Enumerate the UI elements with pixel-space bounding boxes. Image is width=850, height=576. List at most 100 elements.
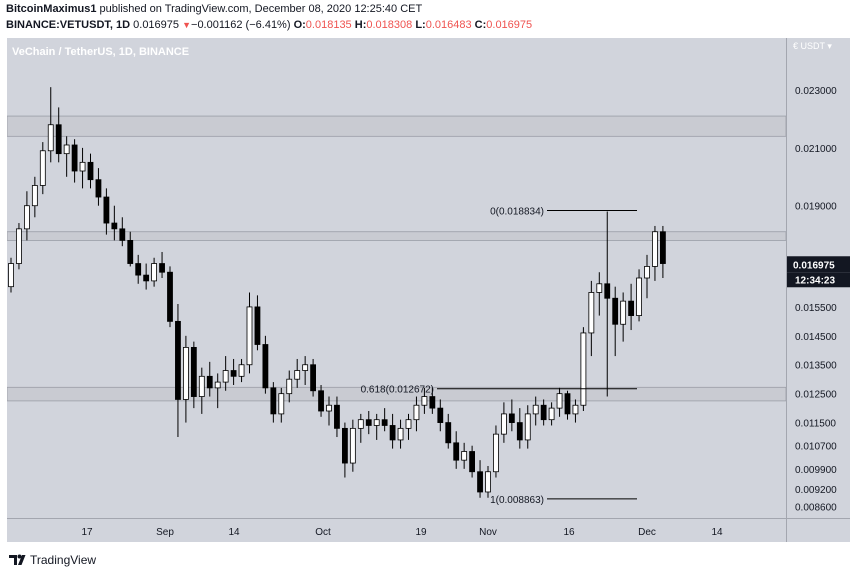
- candle-up[interactable]: [548, 407, 555, 421]
- price-tick-label: 0.021000: [795, 144, 837, 155]
- candle-up[interactable]: [8, 263, 14, 288]
- candle-down[interactable]: [334, 404, 340, 429]
- candle-down[interactable]: [190, 346, 197, 397]
- candle-up[interactable]: [63, 144, 70, 155]
- candle-up[interactable]: [198, 375, 205, 397]
- candle-up[interactable]: [357, 419, 364, 429]
- candle-up[interactable]: [79, 161, 86, 172]
- candle-down[interactable]: [175, 320, 181, 400]
- candle-down[interactable]: [230, 370, 237, 377]
- candle-up[interactable]: [572, 404, 579, 415]
- candle-down[interactable]: [389, 425, 396, 441]
- candle-down[interactable]: [604, 283, 611, 299]
- brand-name[interactable]: TradingView: [30, 553, 97, 567]
- candle-up[interactable]: [461, 451, 468, 461]
- symbol-name[interactable]: BINANCE:VETUSDT, 1D: [6, 19, 131, 31]
- candle-up[interactable]: [636, 277, 642, 316]
- candle-down[interactable]: [628, 300, 634, 316]
- candle-up[interactable]: [500, 413, 507, 435]
- candle-up[interactable]: [326, 404, 332, 412]
- candle-up[interactable]: [620, 300, 627, 325]
- fib-level-label: 0(0.018834): [490, 207, 544, 218]
- price-tick-label: 0.011500: [795, 419, 836, 430]
- candle-up[interactable]: [493, 433, 499, 473]
- candle-down[interactable]: [95, 179, 102, 198]
- candle-up[interactable]: [47, 124, 54, 152]
- candle-down[interactable]: [111, 222, 118, 230]
- candle-up[interactable]: [31, 185, 38, 207]
- currency-label[interactable]: € USDT ▾: [793, 41, 832, 51]
- candle-down[interactable]: [127, 240, 134, 264]
- time-axis[interactable]: 17 Sep 14 Oct 19 Nov 16 Dec 14: [7, 518, 786, 542]
- candle-down[interactable]: [612, 297, 619, 325]
- candle-down[interactable]: [55, 124, 62, 155]
- candle-down[interactable]: [310, 364, 317, 392]
- candle-down[interactable]: [341, 427, 348, 464]
- candle-up[interactable]: [588, 292, 595, 334]
- candle-down[interactable]: [540, 404, 547, 421]
- candle-down[interactable]: [469, 451, 476, 473]
- candle-down[interactable]: [254, 306, 261, 345]
- candle-up[interactable]: [596, 283, 603, 293]
- candle-up[interactable]: [246, 306, 253, 366]
- candle-down[interactable]: [429, 396, 436, 409]
- candle-up[interactable]: [524, 413, 531, 441]
- candle-up[interactable]: [405, 419, 412, 429]
- candle-down[interactable]: [564, 393, 571, 415]
- candle-down[interactable]: [135, 263, 142, 276]
- countdown-label: 12:34:23: [795, 275, 835, 286]
- candle-down[interactable]: [445, 422, 452, 444]
- candle-up[interactable]: [23, 205, 30, 230]
- candle-down[interactable]: [365, 419, 372, 426]
- candle-up[interactable]: [485, 471, 491, 493]
- candle-down[interactable]: [103, 196, 110, 224]
- candle-up[interactable]: [16, 228, 22, 264]
- candle-down[interactable]: [381, 419, 388, 426]
- candle-down[interactable]: [87, 161, 94, 181]
- candle-down[interactable]: [262, 344, 269, 389]
- candle-down[interactable]: [437, 407, 444, 423]
- candle-down[interactable]: [318, 390, 324, 412]
- candle-down[interactable]: [206, 375, 213, 389]
- candle-up[interactable]: [556, 393, 563, 409]
- candle-up[interactable]: [532, 404, 539, 415]
- candle-down[interactable]: [270, 387, 277, 415]
- candle-down[interactable]: [143, 274, 150, 282]
- low-value: 0.016483: [425, 19, 472, 31]
- candle-up[interactable]: [373, 419, 380, 426]
- candle-down[interactable]: [660, 231, 666, 264]
- candle-down[interactable]: [119, 228, 126, 241]
- candle-down[interactable]: [167, 271, 173, 322]
- candle-up[interactable]: [286, 378, 293, 395]
- candle-up[interactable]: [294, 370, 301, 380]
- candle-down[interactable]: [516, 422, 523, 441]
- resistance-zone[interactable]: [7, 115, 786, 137]
- candle-up[interactable]: [397, 427, 404, 441]
- candle-up[interactable]: [652, 231, 658, 267]
- candle-down[interactable]: [508, 413, 515, 423]
- candle-up[interactable]: [151, 263, 158, 282]
- tradingview-logo-icon[interactable]: [8, 552, 26, 568]
- time-tick-label: Sep: [156, 527, 174, 538]
- candle-up[interactable]: [222, 370, 229, 383]
- candle-up[interactable]: [580, 332, 587, 406]
- candle-up[interactable]: [214, 381, 221, 389]
- candle-up[interactable]: [39, 150, 46, 186]
- candle-down[interactable]: [477, 471, 483, 493]
- resistance-zone[interactable]: [7, 231, 786, 241]
- candle-up[interactable]: [644, 266, 650, 279]
- candle-up[interactable]: [278, 393, 285, 415]
- candle-up[interactable]: [413, 404, 420, 421]
- candle-up[interactable]: [421, 396, 428, 406]
- candlestick-chart[interactable]: 0(0.018834) 0.618(0.012672) 1(0.008863): [7, 38, 786, 518]
- author-name[interactable]: BitcoinMaximus1: [6, 3, 97, 15]
- candle-up[interactable]: [302, 364, 309, 371]
- candle-up[interactable]: [349, 427, 356, 464]
- candle-down[interactable]: [453, 442, 460, 461]
- candle-down[interactable]: [71, 144, 78, 172]
- price-axis[interactable]: 0.0230000.0210000.0190000.0170000.015500…: [786, 38, 850, 518]
- chart-pane[interactable]: 0(0.018834) 0.618(0.012672) 1(0.008863): [7, 38, 786, 518]
- candle-up[interactable]: [182, 346, 189, 400]
- candle-down[interactable]: [159, 263, 165, 273]
- candle-up[interactable]: [238, 364, 245, 377]
